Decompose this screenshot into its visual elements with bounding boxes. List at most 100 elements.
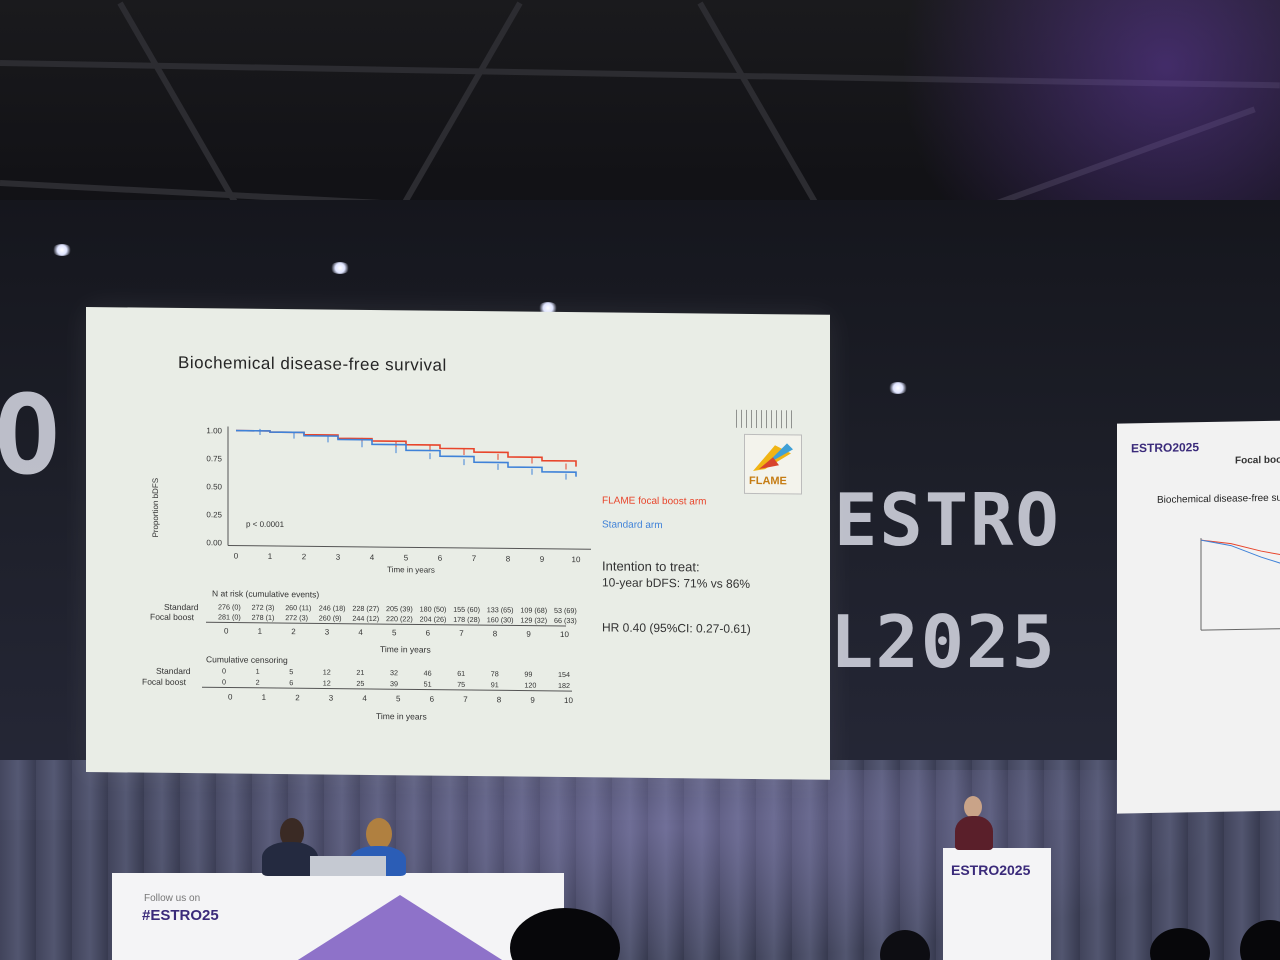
x-tick-label: 7 xyxy=(472,554,477,563)
table-cell: 220 (22) xyxy=(386,614,413,624)
censor-table-rule xyxy=(202,686,572,692)
x-tick-label: 8 xyxy=(506,554,511,563)
x-tick-label: 10 xyxy=(572,555,581,564)
table-x-tick: 4 xyxy=(362,693,367,703)
table-cell: 6 xyxy=(289,678,294,688)
hazard-ratio: HR 0.40 (95%CI: 0.27-0.61) xyxy=(602,620,751,636)
logo-decoration xyxy=(736,409,796,429)
desk-follow-text: Follow us on xyxy=(144,893,201,904)
p-value: p < 0.0001 xyxy=(246,520,285,529)
table-cell: 180 (50) xyxy=(419,604,447,614)
speaker-head xyxy=(964,796,982,818)
table-cell: 260 (11) xyxy=(285,603,312,613)
table-cell: 12 xyxy=(322,678,331,688)
table-cell: 12 xyxy=(322,667,331,677)
y-tick-label: 0.00 xyxy=(206,538,222,547)
table-cell: 91 xyxy=(490,680,499,690)
table-x-tick: 7 xyxy=(459,628,464,638)
table-cell: 39 xyxy=(390,679,398,689)
table-cell: 0 xyxy=(222,666,226,676)
table-cell: 154 xyxy=(558,669,570,680)
speaker-podium: ESTRO2025 xyxy=(943,848,1051,960)
table-cell: 78 xyxy=(490,669,499,679)
wall-logo-left: O xyxy=(0,371,63,499)
table-cell: 272 (3) xyxy=(251,602,275,612)
censor-table-xlabel: Time in years xyxy=(376,711,427,722)
risk-table-rule xyxy=(206,621,566,627)
spotlight-icon xyxy=(52,244,72,256)
table-x-tick: 2 xyxy=(295,693,300,703)
table-cell: 99 xyxy=(524,669,533,679)
itt-heading: Intention to treat: xyxy=(602,558,700,575)
x-axis-line xyxy=(228,544,591,550)
table-x-tick: 3 xyxy=(328,693,334,703)
table-cell: 182 xyxy=(558,680,570,691)
wall-logo-estro: ESTRO xyxy=(834,478,1061,562)
spotlight-icon xyxy=(330,262,350,274)
x-tick-label: 3 xyxy=(336,553,341,562)
table-x-tick: 4 xyxy=(358,627,363,637)
table-cell: 75 xyxy=(457,679,466,689)
x-axis-label: Time in years xyxy=(387,565,435,574)
table-cell: 21 xyxy=(356,667,365,677)
table-cell: 178 (28) xyxy=(453,614,480,625)
truss-beam xyxy=(697,1,833,230)
table-x-tick: 6 xyxy=(425,628,431,638)
legend-standard: Standard arm xyxy=(602,519,663,532)
slide-title: Biochemical disease-free survival xyxy=(178,352,447,375)
table-cell: 25 xyxy=(356,678,365,688)
x-tick-label: 9 xyxy=(540,555,545,564)
x-tick-label: 0 xyxy=(234,552,239,561)
y-tick-label: 0.25 xyxy=(206,510,222,519)
table-cell: 204 (26) xyxy=(419,614,447,624)
table-x-tick: 9 xyxy=(526,629,531,639)
table-x-tick: 8 xyxy=(496,695,502,705)
panelist-body xyxy=(262,842,318,876)
table-cell: 51 xyxy=(423,679,432,689)
table-x-tick: 6 xyxy=(429,694,435,704)
table-x-tick: 1 xyxy=(257,626,263,636)
side-screen-chart xyxy=(1200,538,1280,631)
wall-logo-year: L2025 xyxy=(830,600,1057,684)
side-screen-title: Biochemical disease-free su xyxy=(1157,492,1280,506)
table-x-tick: 10 xyxy=(564,696,573,706)
side-projection-screen: ESTRO2025 Focal boost Biochemical diseas… xyxy=(1117,420,1280,814)
desk-hashtag: #ESTRO25 xyxy=(142,907,219,924)
y-tick-label: 1.00 xyxy=(206,426,222,435)
spotlight-icon xyxy=(888,382,908,394)
table-cell: 155 (60) xyxy=(453,604,480,615)
speaker-body xyxy=(955,816,993,850)
table-cell: 120 xyxy=(524,680,537,690)
table-cell: 129 (32) xyxy=(520,615,548,625)
table-cell: 0 xyxy=(222,677,226,687)
laptop xyxy=(310,856,386,876)
flame-logo: FLAME xyxy=(744,433,802,495)
table-cell: 244 (12) xyxy=(352,613,380,624)
table-cell: 133 (65) xyxy=(486,605,514,615)
risk-table-title: N at risk (cumulative events) xyxy=(212,588,320,600)
main-projection-screen: Biochemical disease-free survival FLAME … xyxy=(86,307,830,780)
table-cell: 228 (27) xyxy=(352,603,380,614)
censor-row-label: Standard xyxy=(156,665,191,677)
table-cell: 246 (18) xyxy=(318,603,346,613)
table-cell: 2 xyxy=(255,677,260,687)
table-cell: 278 (1) xyxy=(251,612,275,622)
table-cell: 32 xyxy=(390,668,398,678)
table-x-tick: 0 xyxy=(224,626,229,636)
table-cell: 61 xyxy=(457,668,466,678)
table-cell: 160 (30) xyxy=(486,615,514,625)
censor-table-title: Cumulative censoring xyxy=(206,654,288,666)
podium-logo: ESTRO2025 xyxy=(951,862,1031,878)
table-x-tick: 7 xyxy=(463,694,468,704)
table-cell: 281 (0) xyxy=(218,612,241,622)
side-screen-logo: ESTRO2025 xyxy=(1131,440,1200,456)
table-cell: 272 (3) xyxy=(285,613,308,623)
table-x-tick: 2 xyxy=(291,627,296,637)
censor-row-label: Focal boost xyxy=(142,676,186,688)
table-cell: 66 (33) xyxy=(554,615,577,626)
table-cell: 260 (9) xyxy=(318,613,342,623)
risk-row-label: Standard xyxy=(164,601,199,613)
table-cell: 205 (39) xyxy=(386,604,413,614)
side-screen-tab: Focal boost xyxy=(1235,454,1280,467)
